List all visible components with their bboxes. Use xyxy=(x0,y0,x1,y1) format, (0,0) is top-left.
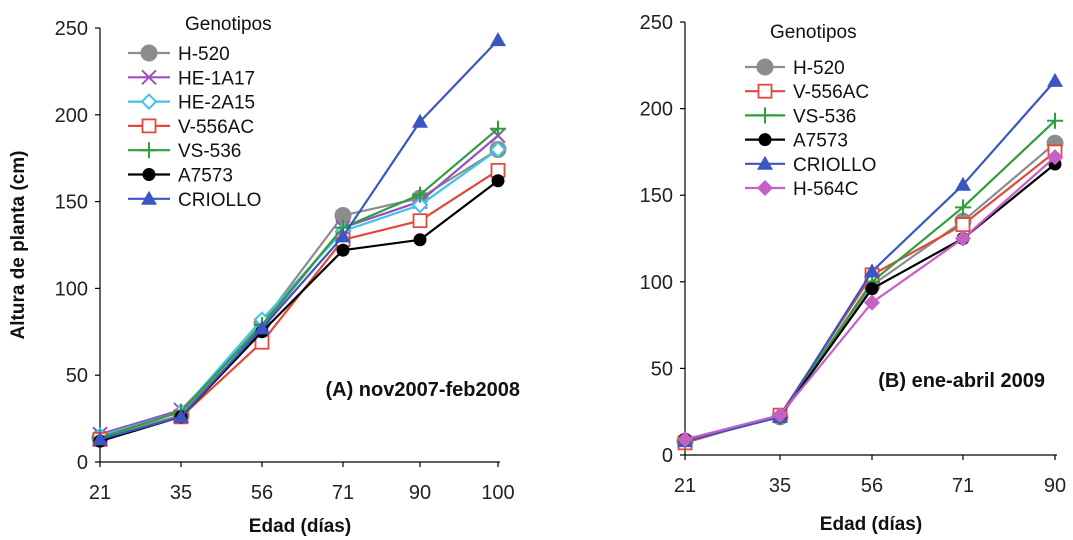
data-point xyxy=(677,431,693,448)
x-tick-label: 71 xyxy=(952,475,974,497)
y-tick-label: 100 xyxy=(640,272,673,294)
legend-label: H-564C xyxy=(793,179,858,200)
data-point xyxy=(412,186,428,203)
chart-panel-0: 0 50 100 150 200 250 21 35 56 71 90 100 Edad (días) A… xyxy=(8,14,520,537)
legend-label: H-520 xyxy=(178,44,230,65)
x-axis-title: Edad (días) xyxy=(249,516,351,537)
series-A7573 xyxy=(93,174,505,448)
x-tick-label: 56 xyxy=(251,482,273,504)
data-point xyxy=(490,32,506,47)
legend-label: A7573 xyxy=(178,166,233,187)
legend-marker xyxy=(140,44,158,62)
legend-label: HE-1A17 xyxy=(178,68,255,89)
x-axis-title: Edad (días) xyxy=(820,514,922,535)
legend-marker xyxy=(757,155,773,170)
legend-title: Genotipos xyxy=(185,14,272,35)
data-point xyxy=(413,233,427,247)
legend-label: V-556AC xyxy=(793,82,869,103)
data-point xyxy=(489,141,507,158)
chart-panel-1: 0 50 100 150 200 250 21 35 56 71 90 Edad (días) Geno… xyxy=(640,12,1067,535)
data-point xyxy=(411,196,429,214)
legend-label: HE-2A15 xyxy=(178,93,255,114)
data-point xyxy=(864,263,880,278)
data-point xyxy=(173,408,189,423)
panel-annotation: (A) nov2007-feb2008 xyxy=(325,379,520,401)
data-point xyxy=(1047,149,1063,166)
legend-marker xyxy=(757,180,773,196)
data-point xyxy=(955,176,971,191)
x-tick-label: 90 xyxy=(409,482,431,504)
data-point xyxy=(772,407,788,424)
legend-marker xyxy=(142,168,156,181)
data-point xyxy=(336,243,350,257)
data-point xyxy=(412,213,428,229)
y-tick-label: 100 xyxy=(55,278,88,300)
legend-marker xyxy=(757,107,773,124)
data-point xyxy=(955,217,971,233)
data-point xyxy=(490,120,506,137)
series-CRIOLLO xyxy=(92,32,506,446)
x-tick-label: 71 xyxy=(332,482,354,504)
legend-marker xyxy=(141,118,157,134)
data-point xyxy=(865,282,879,296)
legend-label: CRIOLLO xyxy=(178,190,261,211)
legend-label: VS-536 xyxy=(793,106,856,127)
legend-label: H-520 xyxy=(793,58,845,79)
y-tick-label: 150 xyxy=(55,192,88,214)
x-tick-label: 21 xyxy=(89,482,111,504)
legend-marker xyxy=(758,133,772,147)
series-CRIOLLO xyxy=(677,72,1063,448)
data-point xyxy=(491,174,505,188)
data-point xyxy=(1047,72,1063,87)
data-point xyxy=(955,230,971,247)
legend-label: VS-536 xyxy=(178,141,241,162)
data-point xyxy=(254,320,270,335)
y-tick-label: 250 xyxy=(640,12,673,34)
series-line xyxy=(99,179,499,443)
legend-label: A7573 xyxy=(793,131,848,152)
legend-marker xyxy=(140,93,158,111)
x-tick-label: 35 xyxy=(170,482,192,504)
x-tick-label: 21 xyxy=(674,475,696,497)
legend-marker xyxy=(141,142,157,159)
legend-marker xyxy=(756,58,774,76)
x-tick-label: 56 xyxy=(861,475,883,497)
data-point xyxy=(864,294,880,311)
legend-marker xyxy=(757,83,773,99)
y-tick-label: 150 xyxy=(640,185,673,207)
x-tick-label: 35 xyxy=(769,475,791,497)
legend-title: Genotipos xyxy=(770,22,857,43)
series-H-564C xyxy=(677,149,1063,448)
legend: Genotipos H-520 HE-1A17 HE-2A15 V-556AC VS-53… xyxy=(128,14,272,211)
y-tick-label: 0 xyxy=(662,445,673,467)
panel-annotation: (B) ene-abril 2009 xyxy=(878,370,1045,392)
data-point xyxy=(335,228,351,243)
x-tick-label: 90 xyxy=(1044,475,1066,497)
data-point xyxy=(92,431,108,446)
y-axis-title: Altura de planta (cm) xyxy=(8,151,29,340)
legend-label: V-556AC xyxy=(178,117,254,138)
legend-marker xyxy=(141,190,157,205)
y-tick-label: 0 xyxy=(77,452,88,474)
legend-label: CRIOLLO xyxy=(793,155,876,176)
series-V-556AC xyxy=(92,162,506,447)
x-tick-label: 100 xyxy=(481,482,514,504)
y-tick-label: 250 xyxy=(55,18,88,40)
y-tick-label: 50 xyxy=(651,358,673,380)
series-line xyxy=(99,127,499,439)
y-tick-label: 200 xyxy=(55,105,88,127)
data-point xyxy=(412,113,428,128)
series-line xyxy=(99,39,499,441)
y-tick-label: 50 xyxy=(66,365,88,387)
data-point xyxy=(955,199,971,216)
legend-marker xyxy=(141,69,157,86)
y-tick-label: 200 xyxy=(640,99,673,121)
data-point xyxy=(1047,112,1063,129)
legend: Genotipos H-520 V-556AC VS-536 A7573 CRIOLLO H… xyxy=(745,22,876,200)
